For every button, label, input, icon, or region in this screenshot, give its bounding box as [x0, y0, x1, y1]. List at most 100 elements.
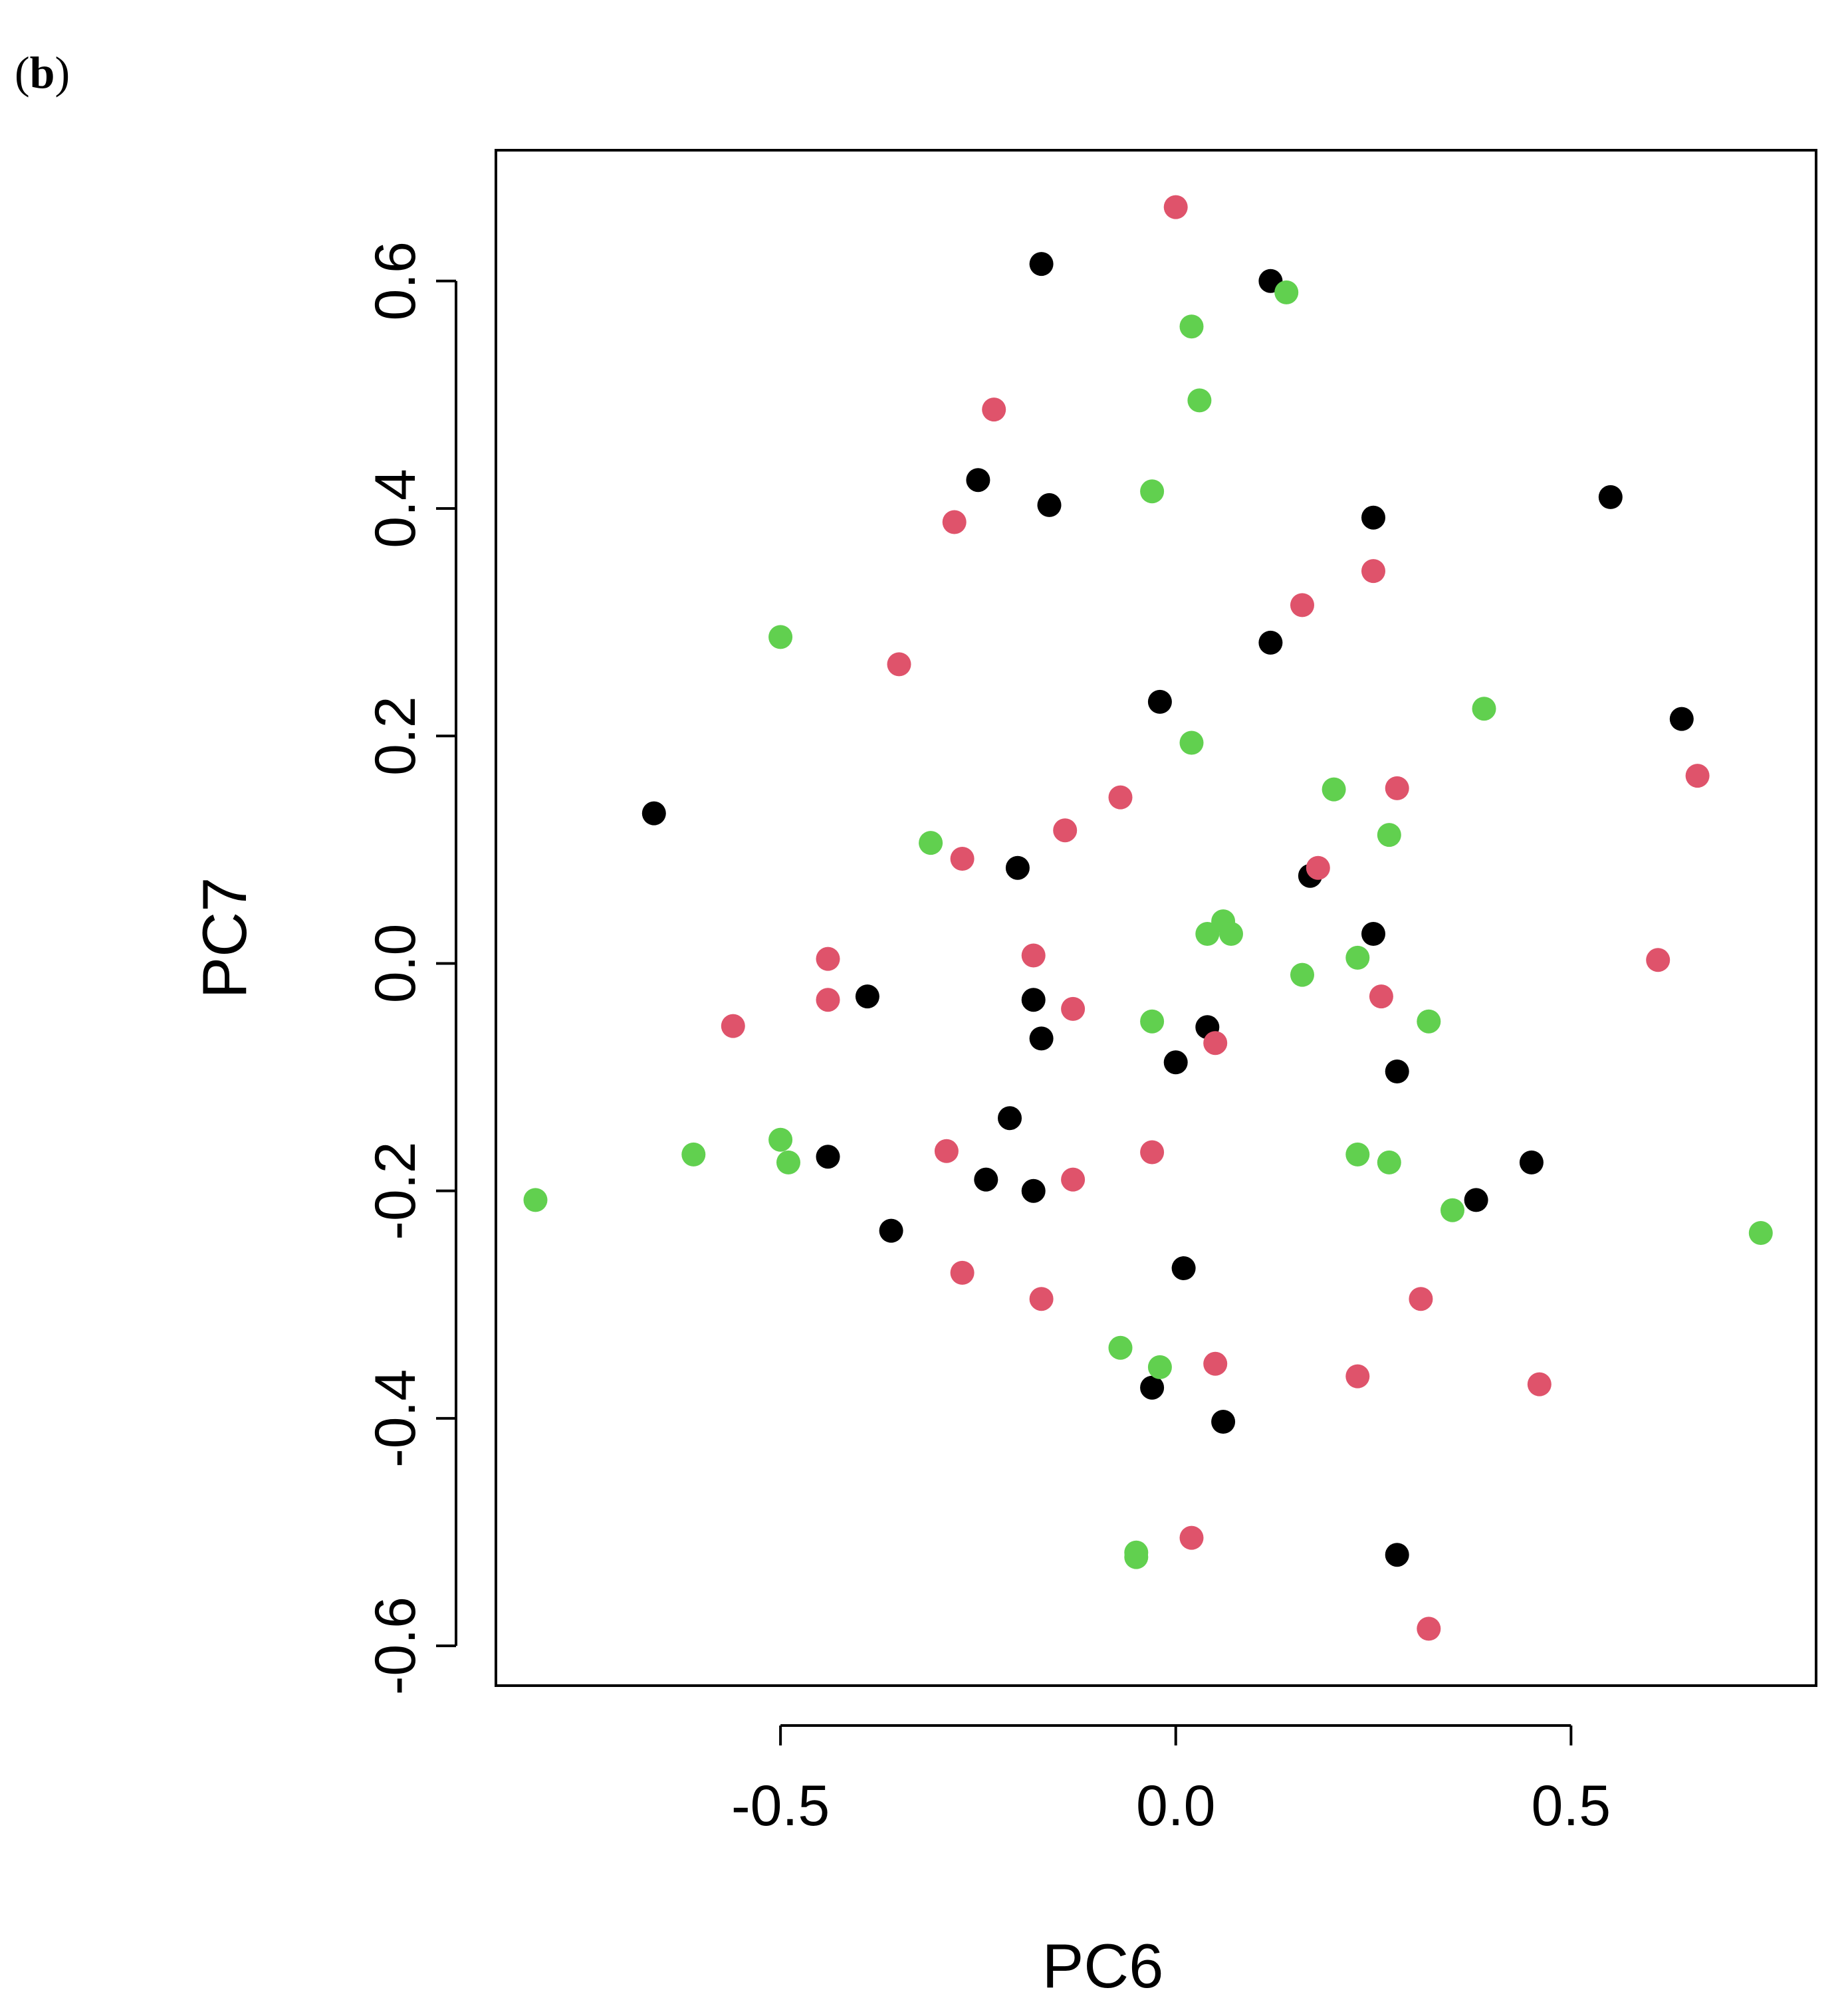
- data-point: [768, 625, 793, 649]
- data-point: [1021, 988, 1046, 1012]
- data-point: [1385, 1543, 1409, 1567]
- y-tick-label: -0.4: [364, 1369, 427, 1468]
- data-point: [1187, 388, 1212, 413]
- data-point: [1598, 485, 1623, 509]
- data-point: [1306, 855, 1330, 880]
- data-point: [1061, 1167, 1086, 1192]
- data-point: [974, 1167, 998, 1192]
- data-point: [681, 1142, 706, 1167]
- data-point: [879, 1218, 903, 1243]
- data-point: [776, 1150, 800, 1174]
- data-point: [942, 510, 967, 534]
- data-point: [998, 1106, 1022, 1131]
- y-tick-label: 0.0: [364, 924, 427, 1004]
- data-point: [1417, 1617, 1441, 1641]
- data-point: [1179, 730, 1204, 755]
- data-point: [1685, 764, 1710, 788]
- data-point: [1029, 1026, 1054, 1051]
- data-point: [1441, 1198, 1464, 1222]
- data-point: [1140, 1140, 1165, 1165]
- data-point: [1385, 1060, 1409, 1083]
- x-tick-label: -0.5: [731, 1774, 830, 1838]
- data-point: [1290, 962, 1314, 987]
- data-point: [1409, 1287, 1433, 1311]
- panel-letter: b: [29, 47, 55, 98]
- data-point: [1171, 1256, 1196, 1280]
- y-tick-label: 0.2: [364, 696, 427, 776]
- data-point: [1179, 1525, 1204, 1550]
- data-point: [1061, 996, 1086, 1021]
- data-point: [523, 1188, 548, 1212]
- y-tick-label: 0.6: [364, 241, 427, 321]
- data-point: [950, 1260, 975, 1285]
- plot-frame: [495, 149, 1817, 1687]
- data-point: [1274, 280, 1299, 304]
- data-point: [1669, 707, 1694, 731]
- data-point: [1211, 1410, 1236, 1434]
- data-point: [1361, 505, 1385, 530]
- data-point: [950, 847, 975, 871]
- panel-label: (b): [15, 47, 70, 99]
- data-point: [982, 397, 1006, 422]
- y-tick-label: 0.4: [364, 469, 427, 548]
- y-axis-title: PC7: [189, 877, 259, 999]
- data-point: [1519, 1150, 1544, 1174]
- data-point: [855, 984, 879, 1009]
- data-point: [1361, 922, 1385, 946]
- data-point: [1385, 776, 1409, 800]
- y-tick-label: -0.6: [364, 1597, 427, 1695]
- data-point: [816, 947, 840, 971]
- data-point: [1108, 785, 1133, 810]
- data-point: [816, 1145, 840, 1169]
- y-tick-label: -0.2: [364, 1142, 427, 1240]
- data-point: [1053, 818, 1078, 843]
- data-point: [1029, 252, 1054, 277]
- data-point: [1163, 1050, 1188, 1075]
- data-point: [1377, 1150, 1401, 1174]
- panel-close-paren: ): [55, 47, 70, 98]
- data-point: [1361, 559, 1385, 584]
- data-point: [1748, 1221, 1773, 1245]
- data-point: [966, 468, 990, 493]
- data-point: [1345, 1142, 1370, 1167]
- y-axis: -0.6 -0.4 -0.2 0.0 0.2 0.4 0.6: [364, 241, 457, 1695]
- points-layer: [523, 195, 1773, 1641]
- data-point: [1472, 697, 1496, 721]
- data-point: [1290, 593, 1314, 617]
- data-point: [1005, 855, 1030, 880]
- data-point: [1163, 195, 1188, 219]
- x-axis: -0.5 0.0 0.5: [731, 1724, 1611, 1838]
- data-point: [1377, 823, 1401, 847]
- data-point: [1179, 314, 1204, 339]
- data-point: [1219, 922, 1243, 946]
- data-point: [1140, 1375, 1165, 1400]
- data-point: [1029, 1287, 1054, 1311]
- data-point: [721, 1014, 745, 1038]
- data-point: [1646, 948, 1671, 972]
- data-point: [1345, 945, 1370, 970]
- data-point: [1124, 1545, 1149, 1569]
- data-point: [1464, 1188, 1488, 1212]
- data-point: [1147, 689, 1172, 714]
- data-point: [1203, 1031, 1228, 1056]
- data-point: [1322, 777, 1346, 802]
- data-point: [1140, 479, 1165, 504]
- data-point: [1527, 1372, 1552, 1396]
- x-axis-title: PC6: [1042, 1931, 1164, 2001]
- data-point: [887, 652, 911, 677]
- x-tick-label: 0.0: [1136, 1774, 1216, 1838]
- data-point: [768, 1127, 793, 1152]
- data-point: [1258, 630, 1283, 655]
- panel-open-paren: (: [15, 47, 30, 98]
- data-point: [816, 988, 840, 1012]
- data-point: [1037, 493, 1062, 517]
- data-point: [1021, 1178, 1046, 1203]
- data-point: [1203, 1351, 1228, 1376]
- data-point: [1417, 1009, 1441, 1034]
- data-point: [641, 801, 666, 826]
- data-point: [1140, 1009, 1165, 1034]
- x-tick-label: 0.5: [1532, 1774, 1611, 1838]
- data-point: [1108, 1335, 1133, 1360]
- data-point: [934, 1139, 959, 1163]
